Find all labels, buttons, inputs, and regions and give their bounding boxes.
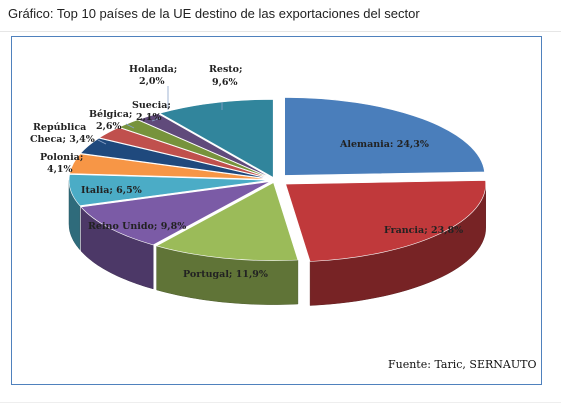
label-republica-line2: Checa; 3,4% (30, 134, 95, 145)
label-suecia-line1: Suecia; (132, 100, 171, 111)
leader-lines (97, 86, 223, 145)
slice-polonia (69, 153, 270, 180)
label-republica-line1: República (33, 122, 86, 133)
slice-francia (285, 180, 486, 262)
label-portugal: Portugal; 11,9% (183, 269, 268, 280)
label-holanda-line1: Holanda; (129, 64, 177, 75)
label-polonia-line1: Polonia; (40, 152, 83, 163)
chart-source: Fuente: Taric, SERNAUTO (388, 358, 536, 371)
label-suecia-line2: 2,1% (136, 112, 162, 123)
bottom-divider (0, 402, 561, 403)
leader-line-republica (97, 139, 107, 145)
label-belgica-line2: 2,6% (96, 121, 122, 132)
slice-reino-unido (80, 181, 271, 246)
label-francia: Francia; 23,8% (384, 225, 463, 236)
slice-italia (68, 174, 270, 207)
slice-republica-checa (80, 137, 270, 180)
slice-resto (159, 99, 274, 178)
leader-line-suecia (151, 117, 161, 122)
label-resto-line1: Resto; (209, 64, 243, 75)
chart-caption: Gráfico: Top 10 países de la UE destino … (8, 6, 420, 21)
label-polonia-line2: 4,1% (47, 164, 73, 175)
pie-tops (68, 97, 486, 262)
slice-alemania (284, 97, 485, 176)
label-belgica-line1: Bélgica; (89, 109, 132, 120)
label-alemania: Alemania: 24,3% (339, 139, 429, 150)
slice-belgica (98, 127, 271, 179)
label-reino-unido: Reino Unido; 9,8% (88, 221, 186, 232)
label-italia: Italia; 6,5% (81, 185, 142, 196)
label-holanda-line2: 2,0% (139, 76, 165, 87)
label-resto-line2: 9,6% (212, 77, 238, 88)
slice-holanda (137, 113, 272, 179)
caption-divider (0, 31, 561, 32)
slice-labels: Alemania: 24,3% Francia; 23,8% Portugal;… (30, 64, 463, 280)
slice-suecia (118, 119, 271, 179)
slice-portugal (155, 182, 299, 261)
leader-line-belgica (125, 123, 135, 129)
